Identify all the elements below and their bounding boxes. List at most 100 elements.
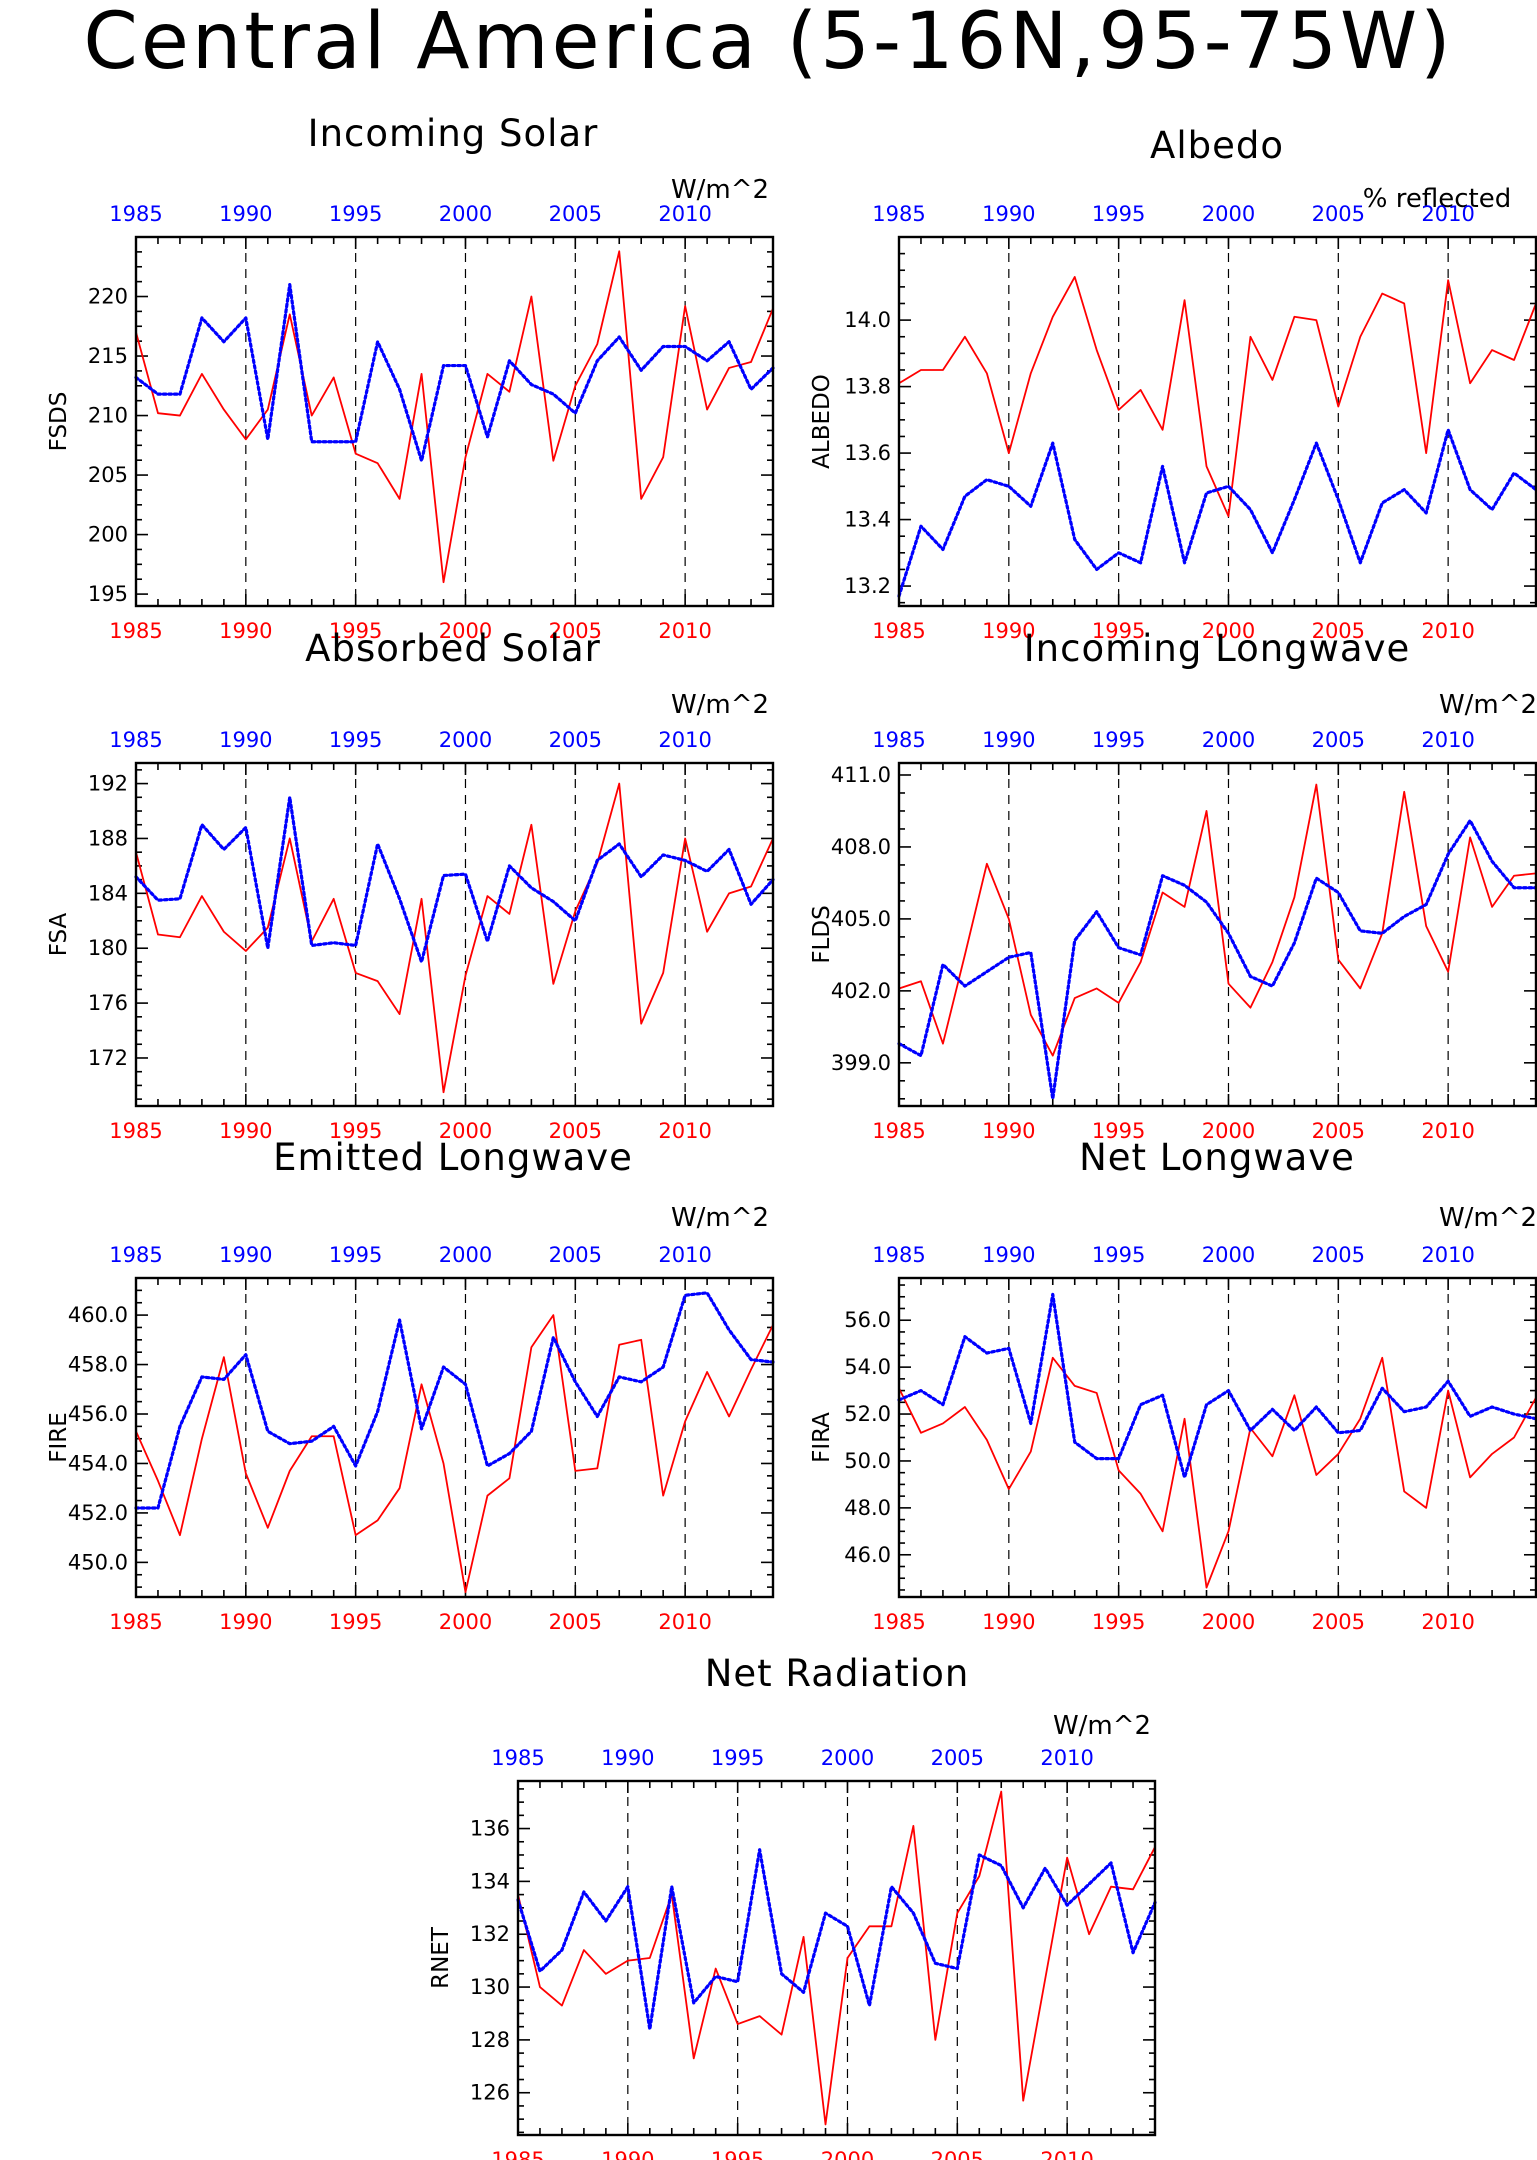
y-tick-label: 13.6 [844,441,891,465]
y-tick-label: 402.0 [831,979,891,1003]
x-tick-label-bottom: 1995 [711,2148,764,2160]
x-tick-label-bottom: 1990 [219,1119,272,1143]
units-label: W/m^2 [1439,690,1537,720]
x-tick-label-top: 1985 [872,1243,925,1267]
x-tick-label-top: 1990 [982,728,1035,752]
blue-series-line [134,283,775,463]
units-label: % reflected [1363,184,1511,214]
x-tick-label-bottom: 1995 [1092,1610,1145,1634]
x-tick-label-top: 2000 [1202,1243,1255,1267]
x-tick-label-top: 1995 [329,1243,382,1267]
y-tick-label: 14.0 [844,308,891,332]
red-series-line [898,1356,1537,1589]
x-tick-label-bottom: 2000 [1202,1610,1255,1634]
panel-title: Net Radiation [705,1652,970,1695]
x-tick-label-top: 1985 [491,1746,544,1770]
x-tick-label-bottom: 1995 [1092,619,1145,643]
blue-series-line [897,1292,1537,1479]
x-tick-label-top: 2005 [931,1746,984,1770]
y-tick-label: 48.0 [844,1496,891,1520]
chart-panel-7: Net Radiation W/m^2 1985 1985 1990 1990 1995 19… [428,1652,1157,2160]
y-tick-label: 136 [470,1817,510,1841]
x-tick-label-bottom: 2000 [439,619,492,643]
x-tick-label-bottom: 2005 [1312,1610,1365,1634]
units-label: W/m^2 [671,175,769,205]
x-tick-label-top: 2010 [1421,202,1474,226]
y-tick-label: 180 [88,936,128,960]
plot-frame [134,1276,775,1599]
plot-frame [134,235,775,608]
y-tick-label: 56.0 [844,1308,891,1332]
x-tick-label-top: 1985 [872,202,925,226]
x-tick-label-bottom: 1990 [601,2148,654,2160]
chart-panel-4: Incoming Longwave W/m^2 1985 1985 1990 1990 19… [809,627,1537,1143]
x-tick-label-bottom: 2005 [549,1610,602,1634]
x-tick-label-top: 2000 [439,1243,492,1267]
y-axis-label: FSDS [46,392,72,452]
panel-title: Emitted Longwave [273,1136,633,1179]
y-tick-label: 13.8 [844,375,891,399]
page-title: Central America (5-16N,95-75W) [83,0,1454,87]
panel-title: Albedo [1150,124,1284,167]
x-tick-label-top: 2000 [439,728,492,752]
x-tick-label-top: 1995 [1092,1243,1145,1267]
panel-title: Incoming Longwave [1024,627,1411,670]
red-series-line [135,782,774,1094]
x-tick-label-top: 1985 [872,728,925,752]
x-tick-label-bottom: 1990 [219,1610,272,1634]
units-label: W/m^2 [1439,1203,1537,1233]
x-tick-label-bottom: 2005 [549,619,602,643]
y-axis-label: FSA [46,912,72,956]
y-tick-label: 188 [88,826,128,850]
x-tick-label-bottom: 1990 [219,619,272,643]
blue-series-line [897,428,1537,598]
x-tick-label-top: 1995 [1092,202,1145,226]
x-tick-label-top: 2010 [1421,728,1474,752]
x-tick-label-bottom: 1990 [982,619,1035,643]
x-tick-label-top: 2000 [821,1746,874,1770]
x-tick-label-bottom: 2010 [658,1119,711,1143]
y-tick-label: 456.0 [68,1402,128,1426]
x-tick-label-bottom: 1985 [872,1610,925,1634]
x-tick-label-bottom: 2010 [1040,2148,1093,2160]
y-tick-label: 172 [88,1046,128,1070]
y-axis-label: ALBEDO [809,374,835,469]
x-tick-label-bottom: 2000 [439,1119,492,1143]
x-tick-label-top: 2000 [439,202,492,226]
x-tick-label-bottom: 1985 [872,619,925,643]
x-tick-label-top: 2010 [1040,1746,1093,1770]
red-series-line [898,783,1537,1057]
chart-panel-6: Net Longwave W/m^2 1985 1985 1990 1990 1995 199… [809,1136,1537,1634]
x-tick-label-bottom: 2000 [821,2148,874,2160]
x-tick-label-top: 1985 [109,728,162,752]
x-tick-label-top: 2010 [1421,1243,1474,1267]
x-tick-label-bottom: 2000 [1202,619,1255,643]
y-tick-label: 52.0 [844,1402,891,1426]
blue-series-line [897,818,1537,1101]
chart-panel-2: Albedo % reflected 1985 1985 1990 1990 1995 199… [809,124,1537,643]
x-tick-label-bottom: 1995 [329,1610,382,1634]
x-tick-label-top: 2000 [1202,728,1255,752]
y-tick-label: 408.0 [831,835,891,859]
y-tick-label: 50.0 [844,1449,891,1473]
y-tick-label: 399.0 [831,1051,891,1075]
y-tick-label: 46.0 [844,1543,891,1567]
x-tick-label-bottom: 1985 [109,619,162,643]
y-tick-label: 215 [88,344,128,368]
x-tick-label-top: 1990 [982,1243,1035,1267]
y-tick-label: 195 [88,582,128,606]
y-axis-label: RNET [428,1926,454,1989]
x-tick-label-top: 1995 [1092,728,1145,752]
x-tick-label-top: 2010 [658,1243,711,1267]
blue-series-line [134,795,775,964]
red-series-line [898,275,1537,518]
y-tick-label: 184 [88,881,128,905]
blue-series-line [516,1848,1157,2031]
y-tick-label: 13.2 [844,574,891,598]
y-tick-label: 210 [88,404,128,428]
x-tick-label-bottom: 1990 [982,1610,1035,1634]
y-tick-label: 454.0 [68,1451,128,1475]
x-tick-label-bottom: 2010 [1421,1119,1474,1143]
y-tick-label: 450.0 [68,1550,128,1574]
